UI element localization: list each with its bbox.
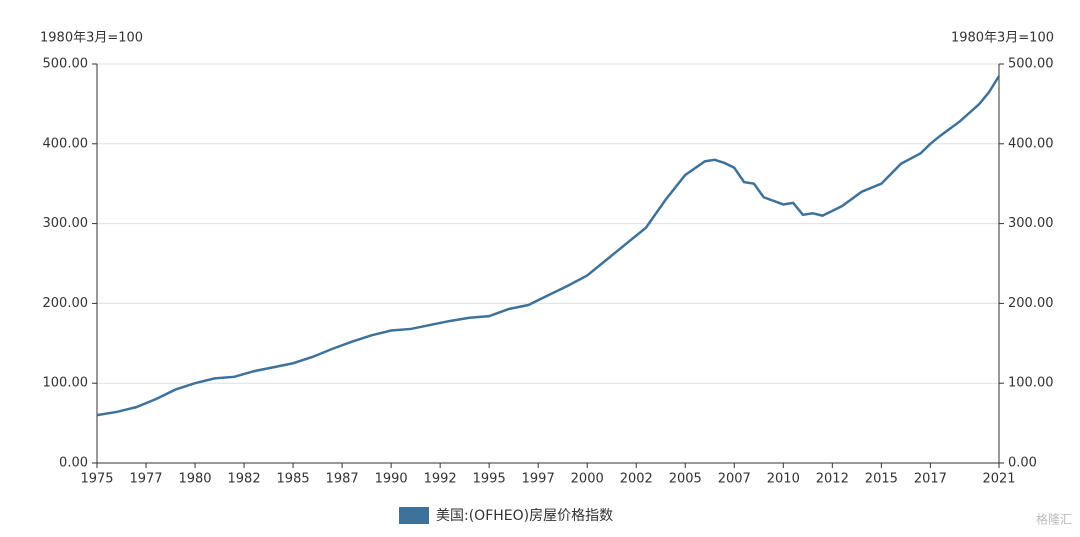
x-tick-label: 1980 — [178, 472, 211, 487]
y-tick-label: 500.00 — [43, 57, 89, 72]
x-tick-label: 1982 — [228, 472, 261, 487]
y2-tick-label: 300.00 — [1008, 216, 1054, 231]
watermark: 格隆汇 — [1036, 512, 1072, 527]
x-tick-label: 1987 — [326, 472, 359, 487]
x-tick-label: 2005 — [669, 472, 702, 487]
x-tick-label: 1995 — [473, 472, 506, 487]
x-tick-label: 2010 — [767, 472, 800, 487]
y2-tick-label: 400.00 — [1008, 136, 1054, 151]
x-tick-label: 2021 — [982, 472, 1015, 487]
x-tick-label: 2002 — [620, 472, 653, 487]
x-tick-label: 1990 — [375, 472, 408, 487]
y2-tick-label: 200.00 — [1008, 296, 1054, 311]
x-tick-label: 2007 — [718, 472, 751, 487]
x-tick-label: 1997 — [522, 472, 555, 487]
x-tick-label: 2012 — [816, 472, 849, 487]
legend-swatch — [399, 507, 429, 524]
line-series — [96, 75, 1001, 417]
x-tick-label: 1992 — [424, 472, 457, 487]
legend-label: 美国:(OFHEO)房屋价格指数 — [436, 508, 613, 524]
x-tick-label: 2017 — [914, 472, 947, 487]
y2-tick-label: 0.00 — [1008, 456, 1037, 471]
y-tick-label: 200.00 — [43, 296, 89, 311]
x-tick-label: 1977 — [129, 472, 162, 487]
y2-tick-label: 500.00 — [1008, 57, 1054, 72]
x-tick-label: 2015 — [865, 472, 898, 487]
x-tick-label: 1985 — [277, 472, 310, 487]
y-axis-label: 1980年3月=100 — [40, 31, 143, 46]
x-tick-label: 1975 — [80, 472, 113, 487]
y2-axis-label: 1980年3月=100 — [951, 31, 1054, 46]
y-tick-label: 300.00 — [43, 216, 89, 231]
x-tick-label: 2000 — [571, 472, 604, 487]
y-tick-label: 400.00 — [43, 136, 89, 151]
y2-tick-label: 100.00 — [1008, 376, 1054, 391]
y-tick-label: 0.00 — [59, 456, 88, 471]
y-tick-label: 100.00 — [43, 376, 89, 391]
